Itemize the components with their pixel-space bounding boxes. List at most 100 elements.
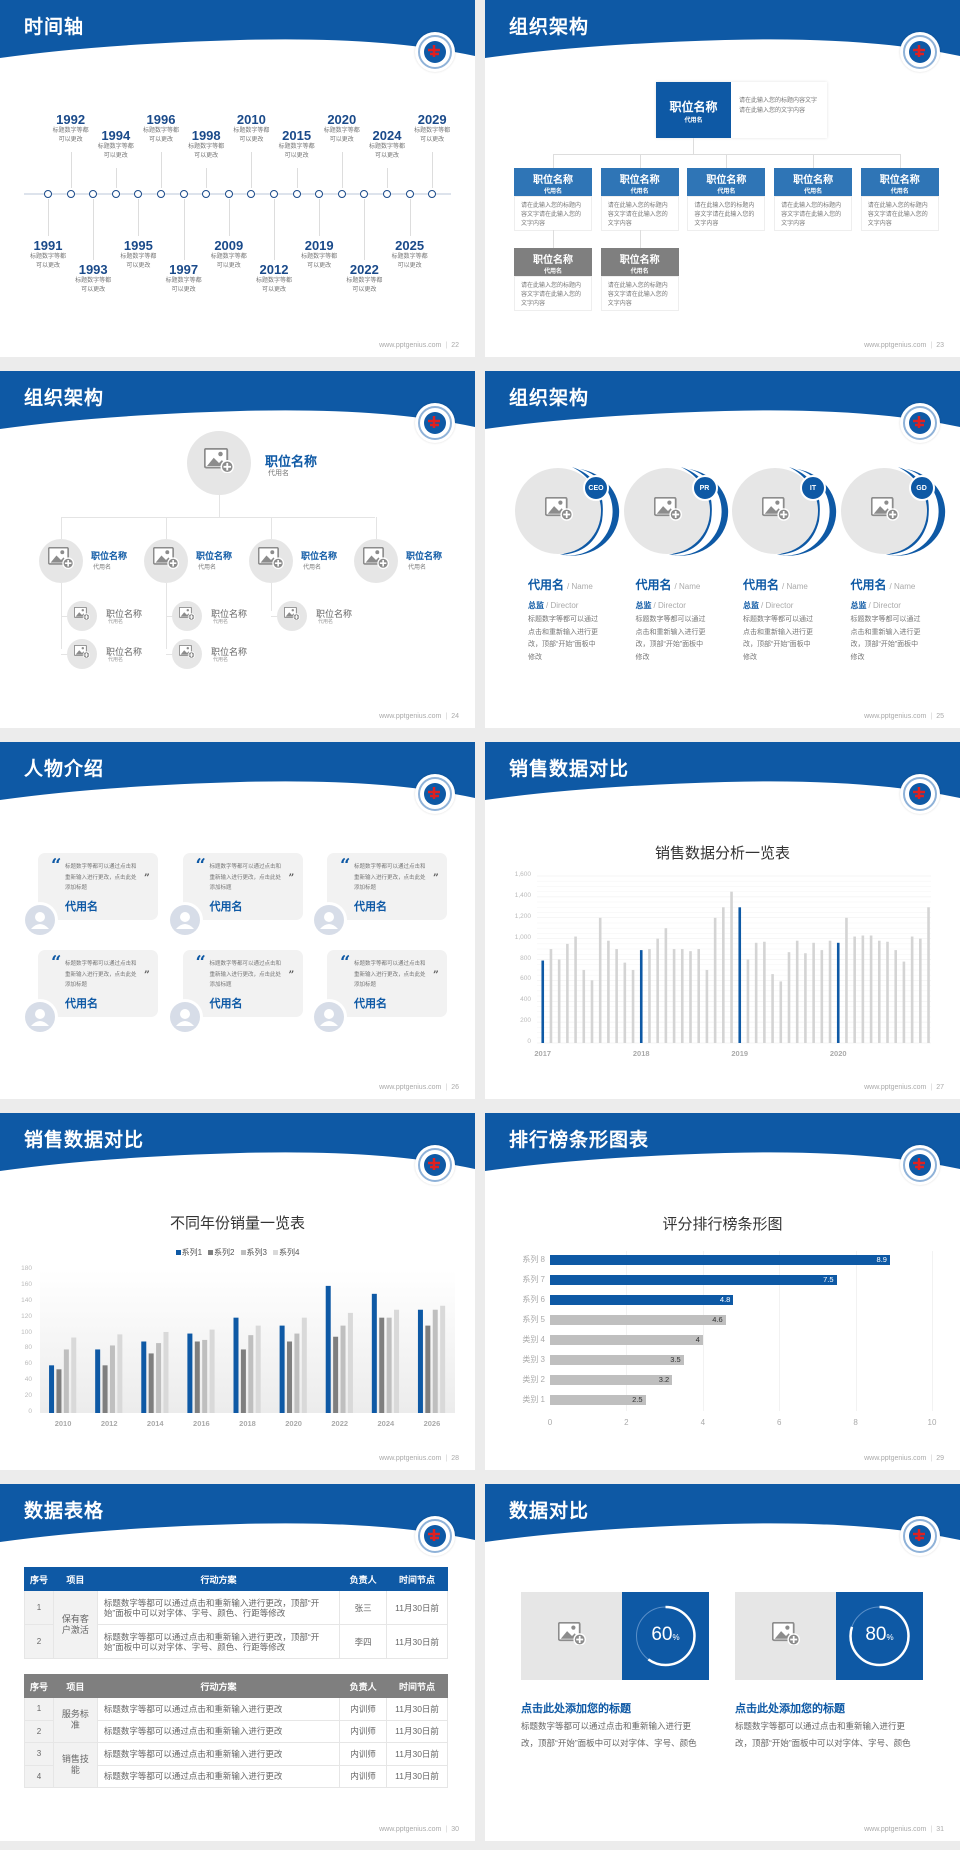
- org-top-box[interactable]: 职位名称 代用名 请在此输入您的标题内容文字请在此输入您的文字内容: [656, 82, 827, 138]
- timeline-entry: 1998 标题数字等都可以更改: [182, 128, 230, 161]
- timeline-node[interactable]: [292, 190, 301, 198]
- image-placeholder[interactable]: [735, 1592, 836, 1680]
- image-placeholder[interactable]: [354, 539, 398, 583]
- person-name: 代用名: [354, 998, 387, 1010]
- deadline: 11月30日前: [386, 1590, 448, 1625]
- slide-29: 排行榜条形图表 www.pptgenius.com | 29 评分排行榜条形图 系列 8 8…: [485, 1113, 960, 1470]
- timeline-node[interactable]: [270, 190, 278, 198]
- timeline-text: 标题数字等都可以更改: [233, 128, 270, 143]
- org-position-card[interactable]: 职位名称 代用名 请在此输入您的标题内容文字请在此输入您的文字内容: [514, 248, 592, 311]
- org-position-card[interactable]: 职位名称 代用名 请在此输入您的标题内容文字请在此输入您的文字内容: [687, 168, 766, 231]
- footer-site: www.pptgenius.com: [379, 713, 442, 720]
- person-card[interactable]: “ ” 标题数字等都可以通过点击和重新输入进行更改，点击此处添加标题 代用名: [38, 853, 158, 920]
- org-position-card[interactable]: 职位名称 代用名 请在此输入您的标题内容文字请在此输入您的文字内容: [774, 168, 853, 231]
- timeline-node[interactable]: [405, 190, 414, 198]
- y-tick-label: 1,200: [514, 912, 531, 920]
- footer-site: www.pptgenius.com: [379, 342, 442, 349]
- slide-title: 数据对比: [509, 1501, 590, 1522]
- avatar: [22, 999, 58, 1035]
- slide-footer: www.pptgenius.com | 31: [864, 1826, 944, 1833]
- person-quote: 标题数字等都可以通过点击和重新输入进行更改，点击此处添加标题: [354, 961, 426, 988]
- timeline-entry: 2029 标题数字等都可以更改: [408, 112, 456, 145]
- slide-title: 组织架构: [509, 388, 590, 409]
- bar: [713, 917, 717, 1043]
- timeline-node[interactable]: [247, 190, 256, 198]
- image-placeholder[interactable]: [521, 1592, 622, 1680]
- column-header: 项目: [52, 1567, 98, 1591]
- timeline-entry: 2015 标题数字等都可以更改: [273, 128, 321, 161]
- slide-30: 数据表格 www.pptgenius.com | 30 序号 项目 行动方案 负责人 时间节点 1…: [0, 1484, 475, 1841]
- timeline-node[interactable]: [89, 190, 98, 198]
- timeline-node[interactable]: [44, 190, 52, 198]
- image-add-icon[interactable]: [544, 496, 573, 526]
- image-placeholder[interactable]: [144, 539, 188, 583]
- image-add-icon: [283, 606, 300, 626]
- action-plan: 标题数字等都可以通过点击和重新输入进行更改，顶部“开始”面板中可以对字体、字号、…: [96, 1624, 341, 1659]
- slide-footer: www.pptgenius.com | 26: [379, 1084, 459, 1091]
- timeline-entry: 2019 标题数字等都可以更改: [295, 238, 343, 271]
- person-card[interactable]: “ ” 标题数字等都可以通过点击和重新输入进行更改，点击此处添加标题 代用名: [327, 853, 447, 920]
- timeline-node[interactable]: [202, 190, 211, 198]
- org-level1-title: 职位名称: [406, 551, 443, 561]
- image-placeholder[interactable]: [277, 601, 307, 631]
- org-level2-sub: 代用名: [318, 619, 334, 625]
- org-root-sub: 代用名: [268, 470, 289, 477]
- timeline-entry: 2010 标题数字等都可以更改: [227, 112, 275, 145]
- person-card[interactable]: “ ” 标题数字等都可以通过点击和重新输入进行更改，点击此处添加标题 代用名: [38, 950, 158, 1017]
- image-add-icon[interactable]: [653, 496, 682, 526]
- bar: [194, 1341, 200, 1413]
- bar: [117, 1334, 123, 1413]
- bar: [248, 1335, 254, 1413]
- legend-label: 系列1: [181, 1248, 203, 1257]
- image-placeholder[interactable]: [172, 639, 202, 669]
- footer-separator: |: [930, 713, 933, 720]
- x-tick-label: 2026: [423, 1419, 441, 1428]
- person-card[interactable]: “ ” 标题数字等都可以通过点击和重新输入进行更改，点击此处添加标题 代用名: [182, 853, 303, 920]
- member-role-line: 总监 / Director: [851, 595, 901, 613]
- image-add-icon[interactable]: [761, 496, 790, 526]
- bar: [795, 940, 799, 1043]
- school-logo: [900, 32, 940, 72]
- image-placeholder[interactable]: [39, 539, 83, 583]
- image-add-icon[interactable]: [870, 496, 899, 526]
- org-position-card[interactable]: 职位名称 代用名 请在此输入您的标题内容文字请在此输入您的文字内容: [860, 168, 939, 231]
- org-level1-title: 职位名称: [91, 551, 128, 561]
- page-number: 24: [451, 713, 459, 720]
- timeline-node[interactable]: [337, 190, 346, 198]
- column-header: 序号: [24, 1674, 54, 1698]
- image-placeholder[interactable]: [172, 601, 202, 631]
- org-position-card[interactable]: 职位名称 代用名 请在此输入您的标题内容文字请在此输入您的文字内容: [600, 248, 679, 311]
- timeline-connector: [319, 199, 321, 236]
- image-placeholder[interactable]: [249, 539, 293, 583]
- timeline-year: 2022: [349, 262, 379, 277]
- person-card[interactable]: “ ” 标题数字等都可以通过点击和重新输入进行更改，点击此处添加标题 代用名: [327, 950, 447, 1017]
- timeline-node[interactable]: [179, 190, 188, 198]
- footer-separator: |: [930, 1826, 933, 1833]
- bar: [615, 949, 618, 1043]
- slide-header-band: [0, 1484, 475, 1544]
- image-placeholder[interactable]: [67, 639, 97, 669]
- timeline-node[interactable]: [360, 190, 369, 198]
- image-placeholder[interactable]: [187, 431, 251, 495]
- image-placeholder[interactable]: [67, 601, 97, 631]
- action-plan: 标题数字等都可以通过点击和重新输入进行更改: [96, 1742, 341, 1766]
- timeline-node[interactable]: [134, 190, 143, 198]
- timeline-node[interactable]: [315, 190, 324, 198]
- org-position-card[interactable]: 职位名称 代用名 请在此输入您的标题内容文字请在此输入您的文字内容: [600, 168, 679, 231]
- logo-emblem-icon: [418, 406, 452, 440]
- person-quote: 标题数字等都可以通过点击和重新输入进行更改，点击此处添加标题: [65, 864, 137, 891]
- timeline-node[interactable]: [224, 190, 233, 198]
- y-tick-label: 0: [527, 1038, 531, 1045]
- timeline-node[interactable]: [66, 190, 75, 198]
- timeline-node[interactable]: [428, 190, 437, 198]
- timeline-node[interactable]: [157, 190, 165, 198]
- column-header: 项目: [52, 1674, 98, 1698]
- timeline-year: 1994: [101, 128, 131, 143]
- timeline-node[interactable]: [383, 190, 391, 198]
- person-card[interactable]: “ ” 标题数字等都可以通过点击和重新输入进行更改，点击此处添加标题 代用名: [182, 950, 303, 1017]
- timeline-entry: 1996 标题数字等都可以更改: [137, 112, 185, 145]
- legend-item: 系列4: [272, 1247, 299, 1258]
- org-position-card[interactable]: 职位名称 代用名 请在此输入您的标题内容文字请在此输入您的文字内容: [514, 168, 592, 231]
- timeline-node[interactable]: [111, 190, 120, 198]
- close-quote-icon: ”: [288, 873, 295, 884]
